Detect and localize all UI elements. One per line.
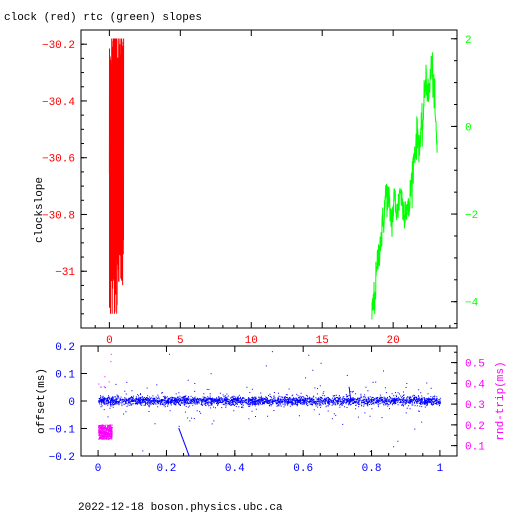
y-tick-label-right: 0.5 [465,359,485,371]
slopes-right-axis: 2 0 −2 −4 [451,35,479,325]
x-tick-label: 1 [437,463,444,475]
offsets-right-axis: 0.5 0.4 0.3 0.2 0.1 [451,351,485,457]
y-tick-label-left: −0.2 [49,452,75,464]
slopes-x-axis: 0 5 10 15 20 [94,30,451,347]
rndtrip-points [98,353,113,440]
y-tick-label-left: −30.4 [42,97,75,109]
offsets-y-label: offset(ms) [36,368,48,434]
slopes-left-axis: −30.2 −30.4 −30.6 −30.8 −31 [42,40,87,329]
clock-series [108,38,125,314]
footer-text: 2022-12-18 boson.physics.ubc.ca [78,502,283,512]
y-tick-label-left: −30.6 [42,154,75,166]
x-tick-label: 5 [177,335,184,347]
y-tick-label-right: −4 [465,298,479,310]
y-tick-label-right: 0.1 [465,442,485,454]
offset-points [98,351,441,457]
y-tick-label-right: 0.2 [465,421,485,433]
rtc-series [371,52,438,320]
y-tick-label-left: 0.2 [55,342,75,354]
y-tick-label-left: −30.2 [42,40,75,52]
y-tick-label-right: 2 [465,35,472,47]
slopes-panel: 0 5 10 15 20 −30.2−30.4−30.6−30.8−31 20−2−4 … [34,29,479,347]
slopes-frame [80,29,458,329]
rndtrip-y-label: rnd-trip(ms) [495,361,507,440]
y-tick-label-left: −30.8 [42,210,75,222]
offsets-panel: 0 0.2 0.4 0.6 0.8 1 0.2 0.1 0 −0.1 −0.2 0.5 0.4 0.3… [36,342,507,475]
y-tick-label-right: −2 [465,210,478,222]
y-tick-label-left: −31 [55,267,75,279]
offsets-x-axis: 0 0.2 0.4 0.6 0.8 1 [95,346,444,475]
x-tick-label: 0.6 [293,463,313,475]
y-tick-label-right: 0 [465,122,472,134]
slopes-y-label: clockslope [34,177,46,243]
rndtrip-series [98,353,113,440]
y-tick-label-left: 0.1 [55,370,75,382]
x-tick-label: 0.4 [225,463,245,475]
y-tick-label-left: −0.1 [49,425,76,437]
x-tick-label: 15 [316,335,329,347]
x-tick-label: 0 [106,335,113,347]
x-tick-label: 0.8 [362,463,382,475]
x-tick-label: 0 [95,463,102,475]
x-tick-label: 0.2 [157,463,177,475]
x-tick-label: 10 [245,335,258,347]
y-tick-label-right: 0.3 [465,400,485,412]
y-tick-label-left: 0 [68,397,75,409]
y-tick-label-right: 0.4 [465,379,485,391]
offsets-left-axis: 0.2 0.1 0 −0.1 −0.2 [49,342,87,464]
offset-series [98,351,441,457]
clock-line [108,38,125,314]
rtc-line [371,52,438,320]
chart-title: clock (red) rtc (green) slopes [4,12,202,24]
x-tick-label: 20 [387,335,400,347]
